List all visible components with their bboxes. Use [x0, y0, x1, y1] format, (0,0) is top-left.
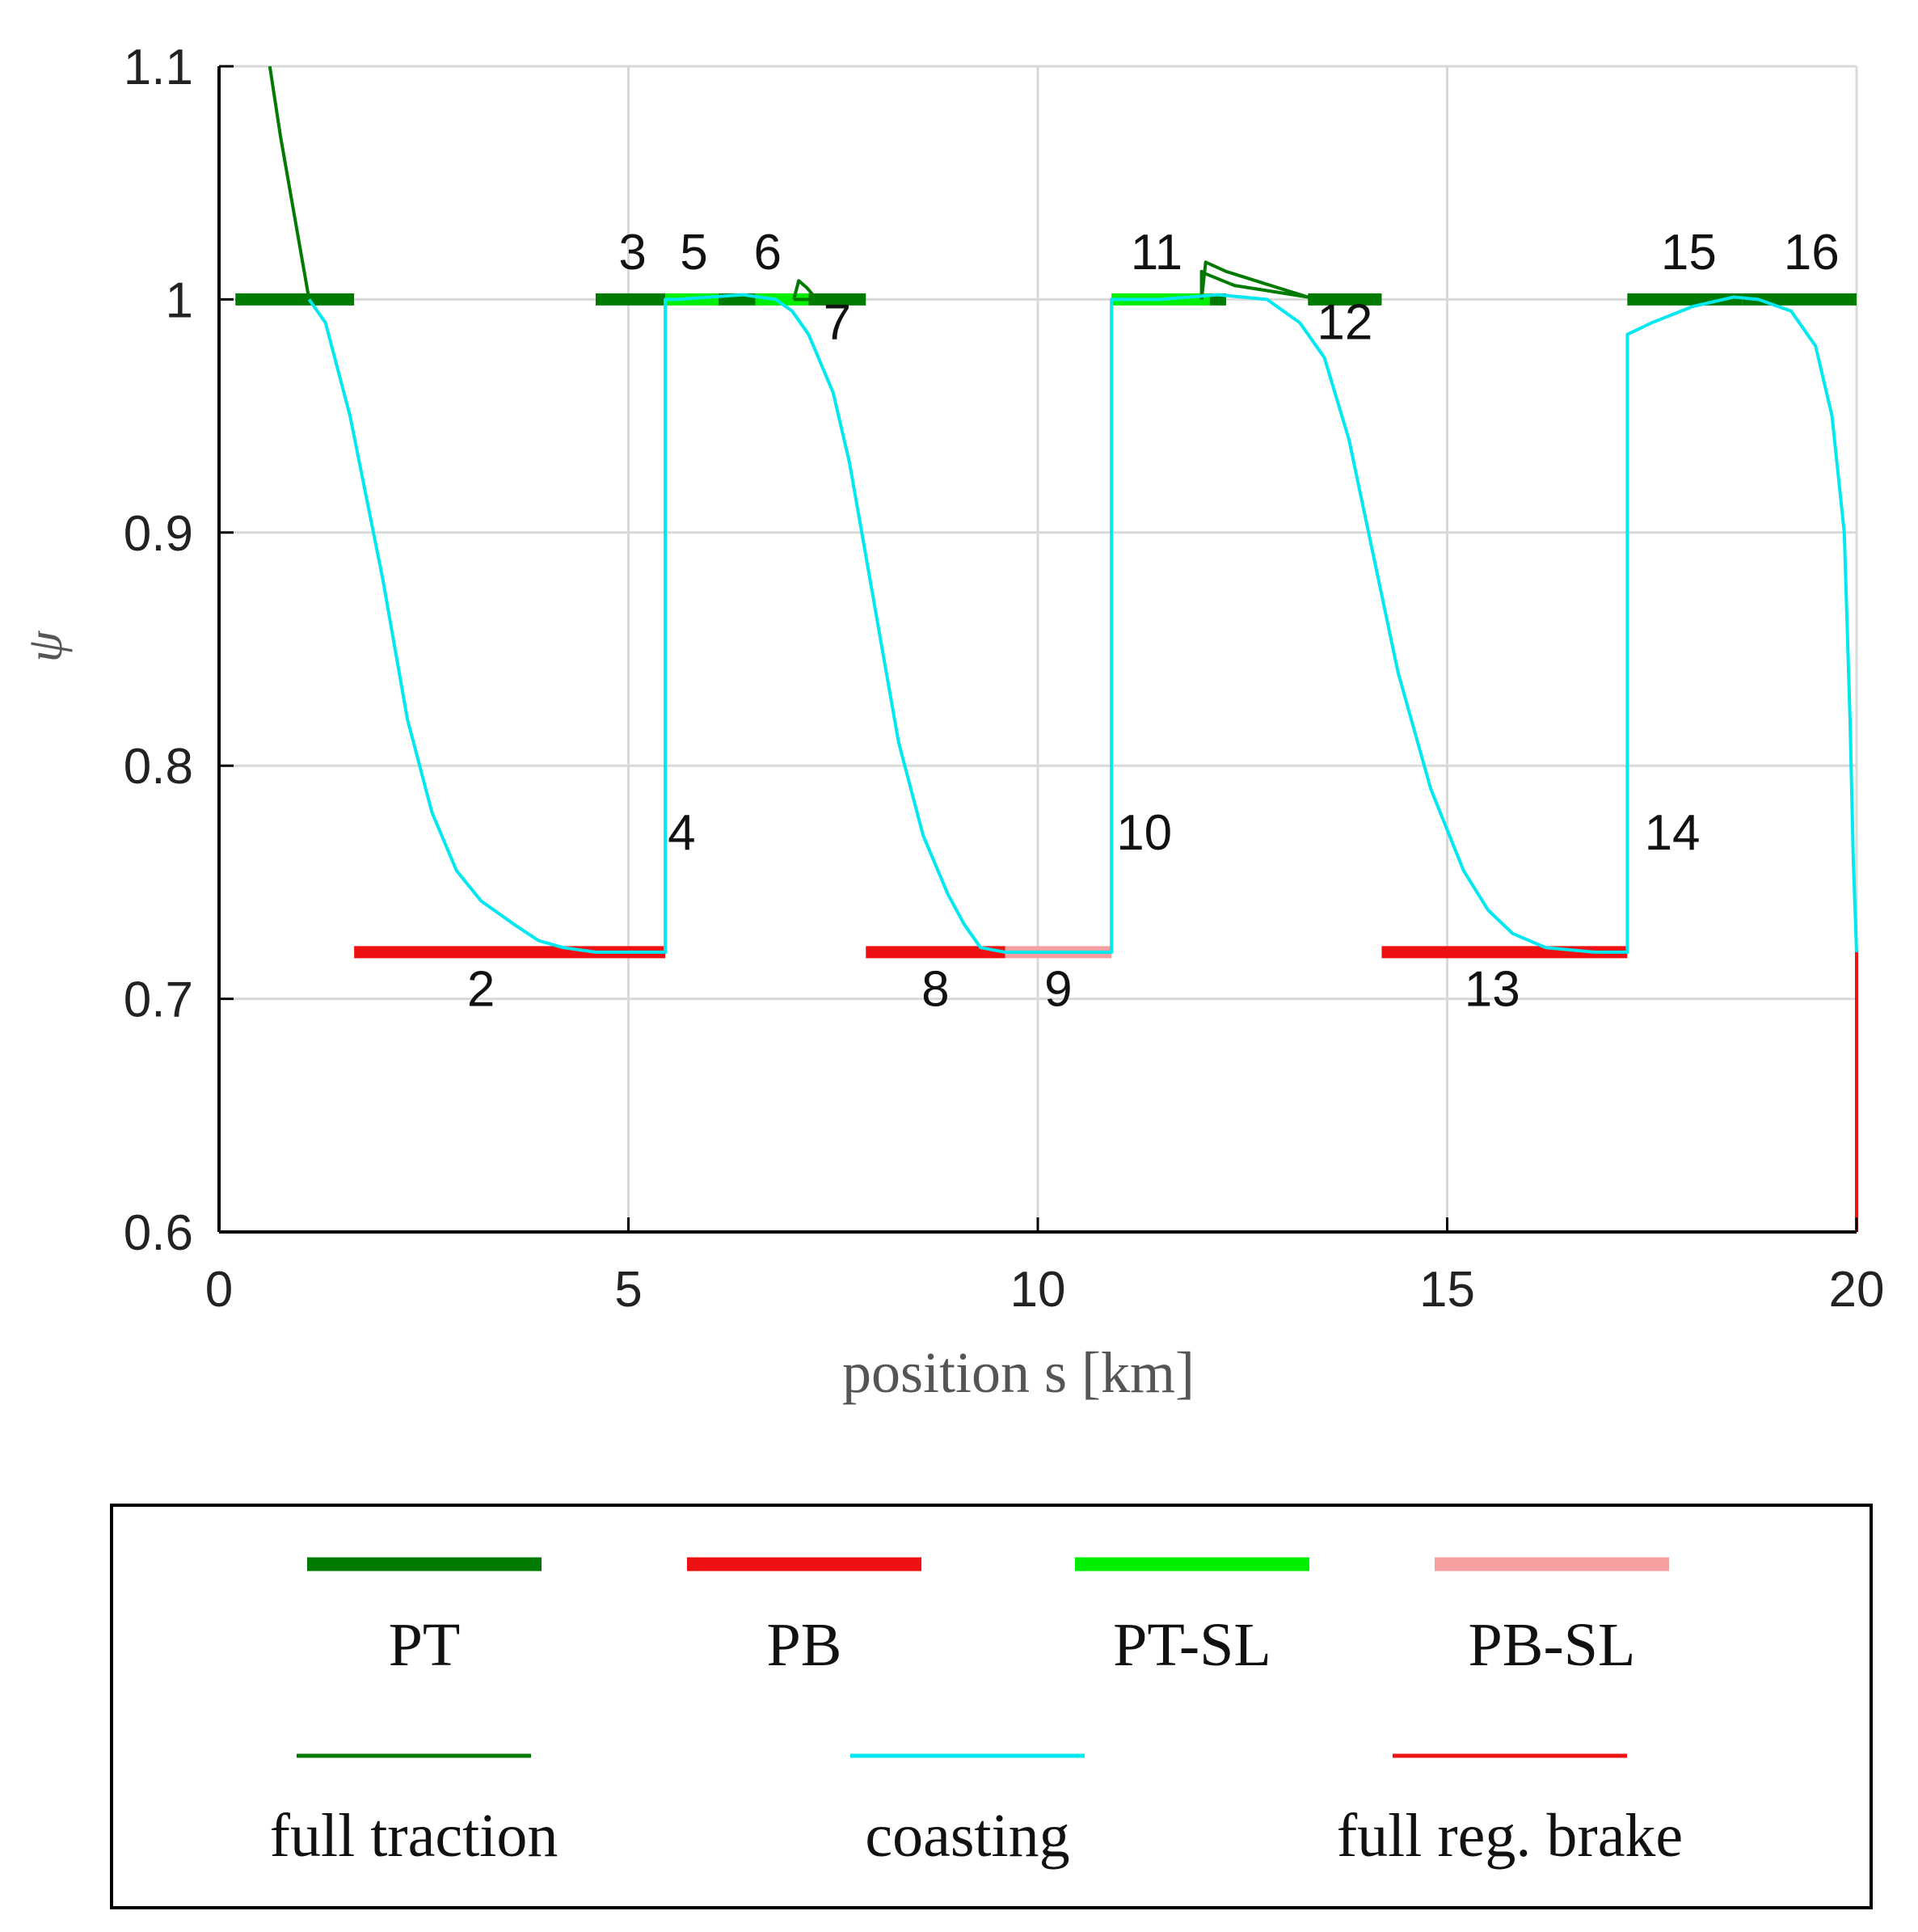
- annotation-label-11: 11: [1131, 225, 1182, 281]
- legend: PT PB PT-SL PB-SL full traction coasting full …: [110, 1504, 1873, 1909]
- annotation-label-9: 9: [1044, 961, 1072, 1017]
- legend-label-pt: PT: [389, 1611, 461, 1679]
- annotation-label-13: 13: [1465, 961, 1520, 1017]
- annotation-label-4: 4: [668, 805, 695, 861]
- annotation-label-12: 12: [1317, 294, 1372, 350]
- series-lines: [268, 65, 1858, 1232]
- y-tick-label-4: 1: [166, 272, 193, 328]
- annotation-label-7: 7: [824, 294, 851, 350]
- annotation-label-3: 3: [618, 225, 646, 281]
- series-full-traction-line-0: [268, 65, 311, 300]
- legend-box: [110, 1504, 1873, 1909]
- legend-label-coasting: coasting: [865, 1802, 1069, 1870]
- legend-label-full-reg-brake: full reg. brake: [1337, 1802, 1683, 1870]
- x-axis-label: position s [km]: [842, 1340, 1195, 1405]
- y-tick-label-2: 0.8: [124, 739, 193, 795]
- legend-label-pb-sl: PB-SL: [1469, 1611, 1636, 1679]
- y-axis-label: ψ: [18, 630, 73, 662]
- legend-label-full-traction: full traction: [270, 1802, 559, 1870]
- x-tick-label-2: 10: [1010, 1262, 1066, 1318]
- annotation-label-15: 15: [1661, 225, 1717, 281]
- y-tick-label-1: 0.7: [124, 972, 193, 1028]
- legend-label-pb: PB: [767, 1611, 842, 1679]
- series-full-traction-line-2: [1199, 260, 1310, 300]
- annotations: 2 3 4 5 67 8 9 10 11 12 13 14 15 16: [467, 225, 1840, 1017]
- annotation-label-6: 6: [753, 225, 781, 281]
- annotation-label-14: 14: [1645, 805, 1701, 861]
- x-tick-label-0: 0: [205, 1262, 233, 1318]
- series-full-traction-line-1: [792, 279, 819, 302]
- x-tick-label-3: 15: [1419, 1262, 1475, 1318]
- legend-label-pt-sl: PT-SL: [1113, 1611, 1271, 1679]
- y-tick-label-0: 0.6: [124, 1205, 193, 1261]
- annotation-label-2: 2: [467, 961, 495, 1017]
- axes: 0 5 10 15 20 0.6 0.7 0.8 0.9 1 1.1: [124, 40, 1885, 1318]
- annotation-label-16: 16: [1784, 225, 1840, 281]
- y-tick-label-3: 0.9: [124, 506, 193, 562]
- annotation-label-8: 8: [921, 961, 949, 1017]
- x-tick-label-4: 20: [1829, 1262, 1885, 1318]
- y-tick-label-5: 1.1: [124, 40, 193, 95]
- grid: [217, 65, 1858, 1234]
- x-tick-label-1: 5: [614, 1262, 642, 1318]
- annotation-label-5: 5: [680, 225, 707, 281]
- annotation-label-10: 10: [1116, 805, 1172, 861]
- series-coasting-line-0: [307, 293, 1858, 954]
